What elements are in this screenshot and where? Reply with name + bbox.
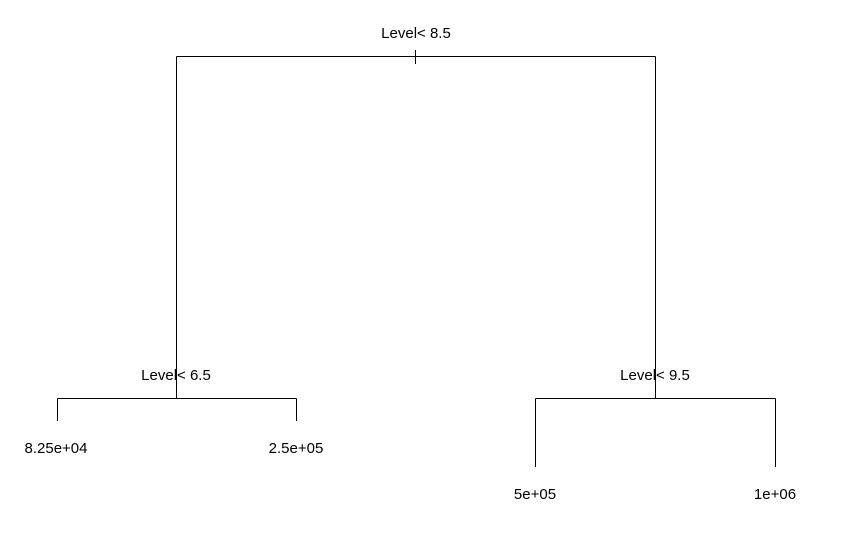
- leaf-label-4: 1e+06: [754, 486, 796, 503]
- right-split-label: Level< 9.5: [620, 367, 690, 384]
- root-split-label: Level< 8.5: [381, 25, 451, 42]
- leaf-label-2: 2.5e+05: [269, 440, 324, 457]
- left-split-label: Level< 6.5: [141, 367, 211, 384]
- leaf-label-3: 5e+05: [514, 486, 556, 503]
- leaf-label-1: 8.25e+04: [25, 440, 88, 457]
